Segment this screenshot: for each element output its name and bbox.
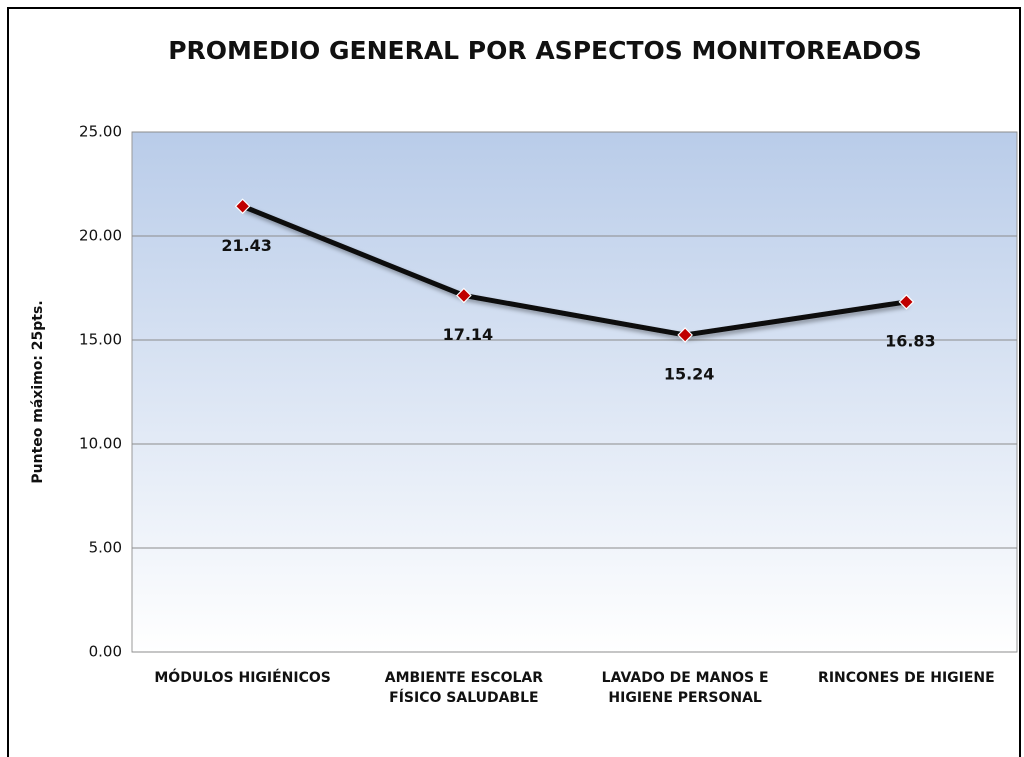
y-tick-label: 15.00 xyxy=(79,331,122,349)
y-tick-label: 10.00 xyxy=(79,435,122,453)
x-tick-label: RINCONES DE HIGIENE xyxy=(818,670,995,686)
data-label: 15.24 xyxy=(664,365,715,384)
x-tick-label: AMBIENTE ESCOLAR FÍSICO SALUDABLE xyxy=(384,670,544,706)
y-tick-label: 0.00 xyxy=(89,643,122,661)
data-label: 21.43 xyxy=(221,236,272,255)
chart-title: PROMEDIO GENERAL POR ASPECTOS MONITOREAD… xyxy=(168,36,922,65)
data-label: 17.14 xyxy=(443,325,494,344)
line xyxy=(241,203,907,338)
y-tick-label: 20.00 xyxy=(79,227,122,245)
y-tick-label: 25.00 xyxy=(79,123,122,141)
marker xyxy=(456,287,472,304)
x-tick-label: MÓDULOS HIGIÉNICOS xyxy=(154,670,331,686)
x-tick-label: LAVADO DE MANOS E HIGIENE PERSONAL xyxy=(601,670,769,706)
y-tick-label: 5.00 xyxy=(89,539,122,557)
marker xyxy=(234,198,251,215)
y-axis-title: Punteo máximo: 25pts. xyxy=(30,300,46,483)
frame xyxy=(7,7,1021,757)
marker xyxy=(677,327,693,343)
plot-area xyxy=(131,131,1018,653)
data-label: 16.83 xyxy=(885,331,936,350)
marker xyxy=(898,294,915,310)
